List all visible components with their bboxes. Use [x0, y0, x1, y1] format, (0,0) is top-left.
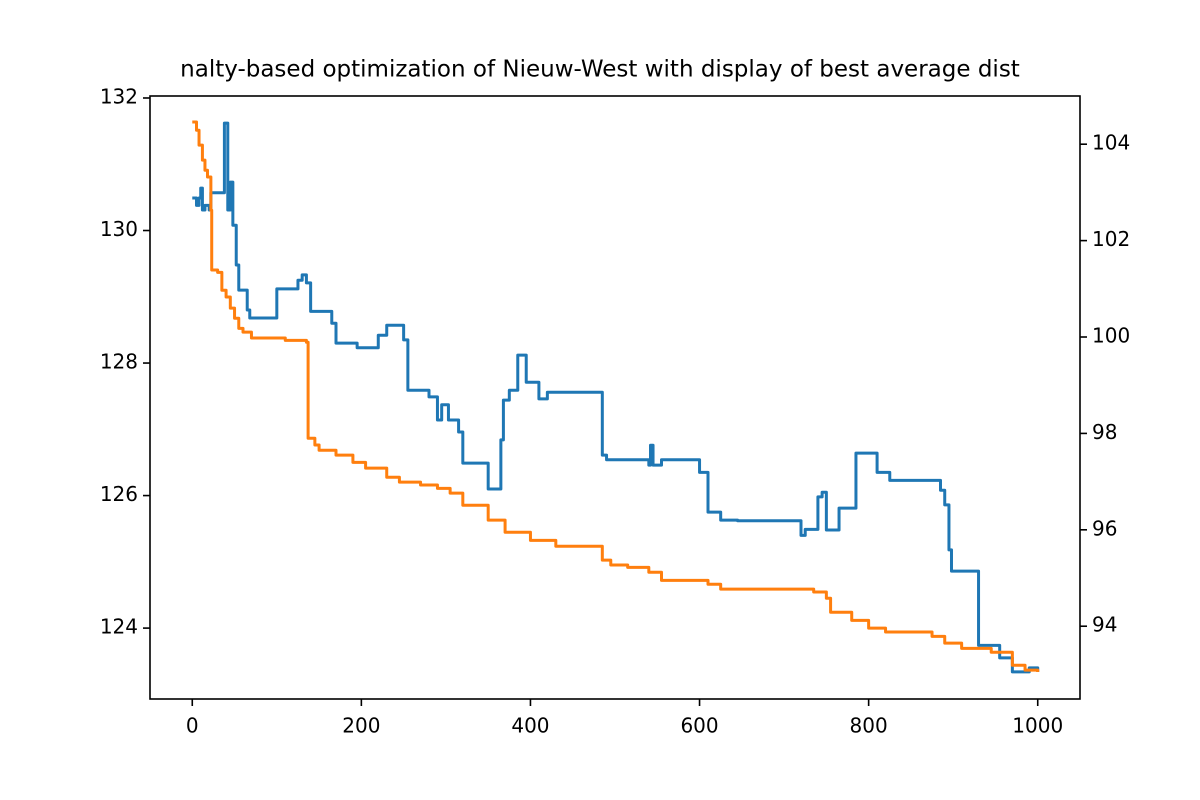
- plot-frame: [149, 95, 1081, 700]
- y2-tick-label: 104: [1092, 131, 1130, 155]
- x-tick-label: 0: [186, 714, 199, 738]
- y2-tick-label: 96: [1092, 516, 1117, 540]
- data-line: [192, 120, 1040, 673]
- y-tick-label: 132: [100, 84, 138, 108]
- y2-tick-label: 98: [1092, 420, 1117, 444]
- y-tick-label: 124: [100, 615, 138, 639]
- y2-tick-label: 94: [1092, 613, 1117, 637]
- data-line: [192, 121, 1040, 674]
- x-tick-label: 200: [342, 714, 380, 738]
- y-tick-label: 130: [100, 217, 138, 241]
- chart-title: nalty-based optimization of Nieuw-West w…: [180, 57, 1020, 83]
- y-tick-label: 126: [100, 482, 138, 506]
- y-tick-label: 128: [100, 350, 138, 374]
- x-tick-label: 800: [850, 714, 888, 738]
- x-tick-label: 400: [511, 714, 549, 738]
- x-tick-label: 1000: [1012, 714, 1063, 738]
- y2-tick-label: 102: [1092, 227, 1130, 251]
- y2-tick-label: 100: [1092, 324, 1130, 348]
- x-tick-label: 600: [680, 714, 718, 738]
